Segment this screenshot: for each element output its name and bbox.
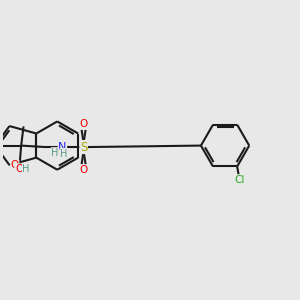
Text: Cl: Cl xyxy=(234,175,245,185)
Text: O: O xyxy=(11,160,19,170)
Text: H: H xyxy=(60,148,68,158)
Text: O: O xyxy=(80,119,88,129)
Text: N: N xyxy=(58,142,67,152)
Text: O: O xyxy=(15,164,23,174)
Text: H: H xyxy=(22,164,30,174)
Text: S: S xyxy=(80,141,87,154)
Text: H: H xyxy=(51,148,59,158)
Text: O: O xyxy=(80,165,88,175)
